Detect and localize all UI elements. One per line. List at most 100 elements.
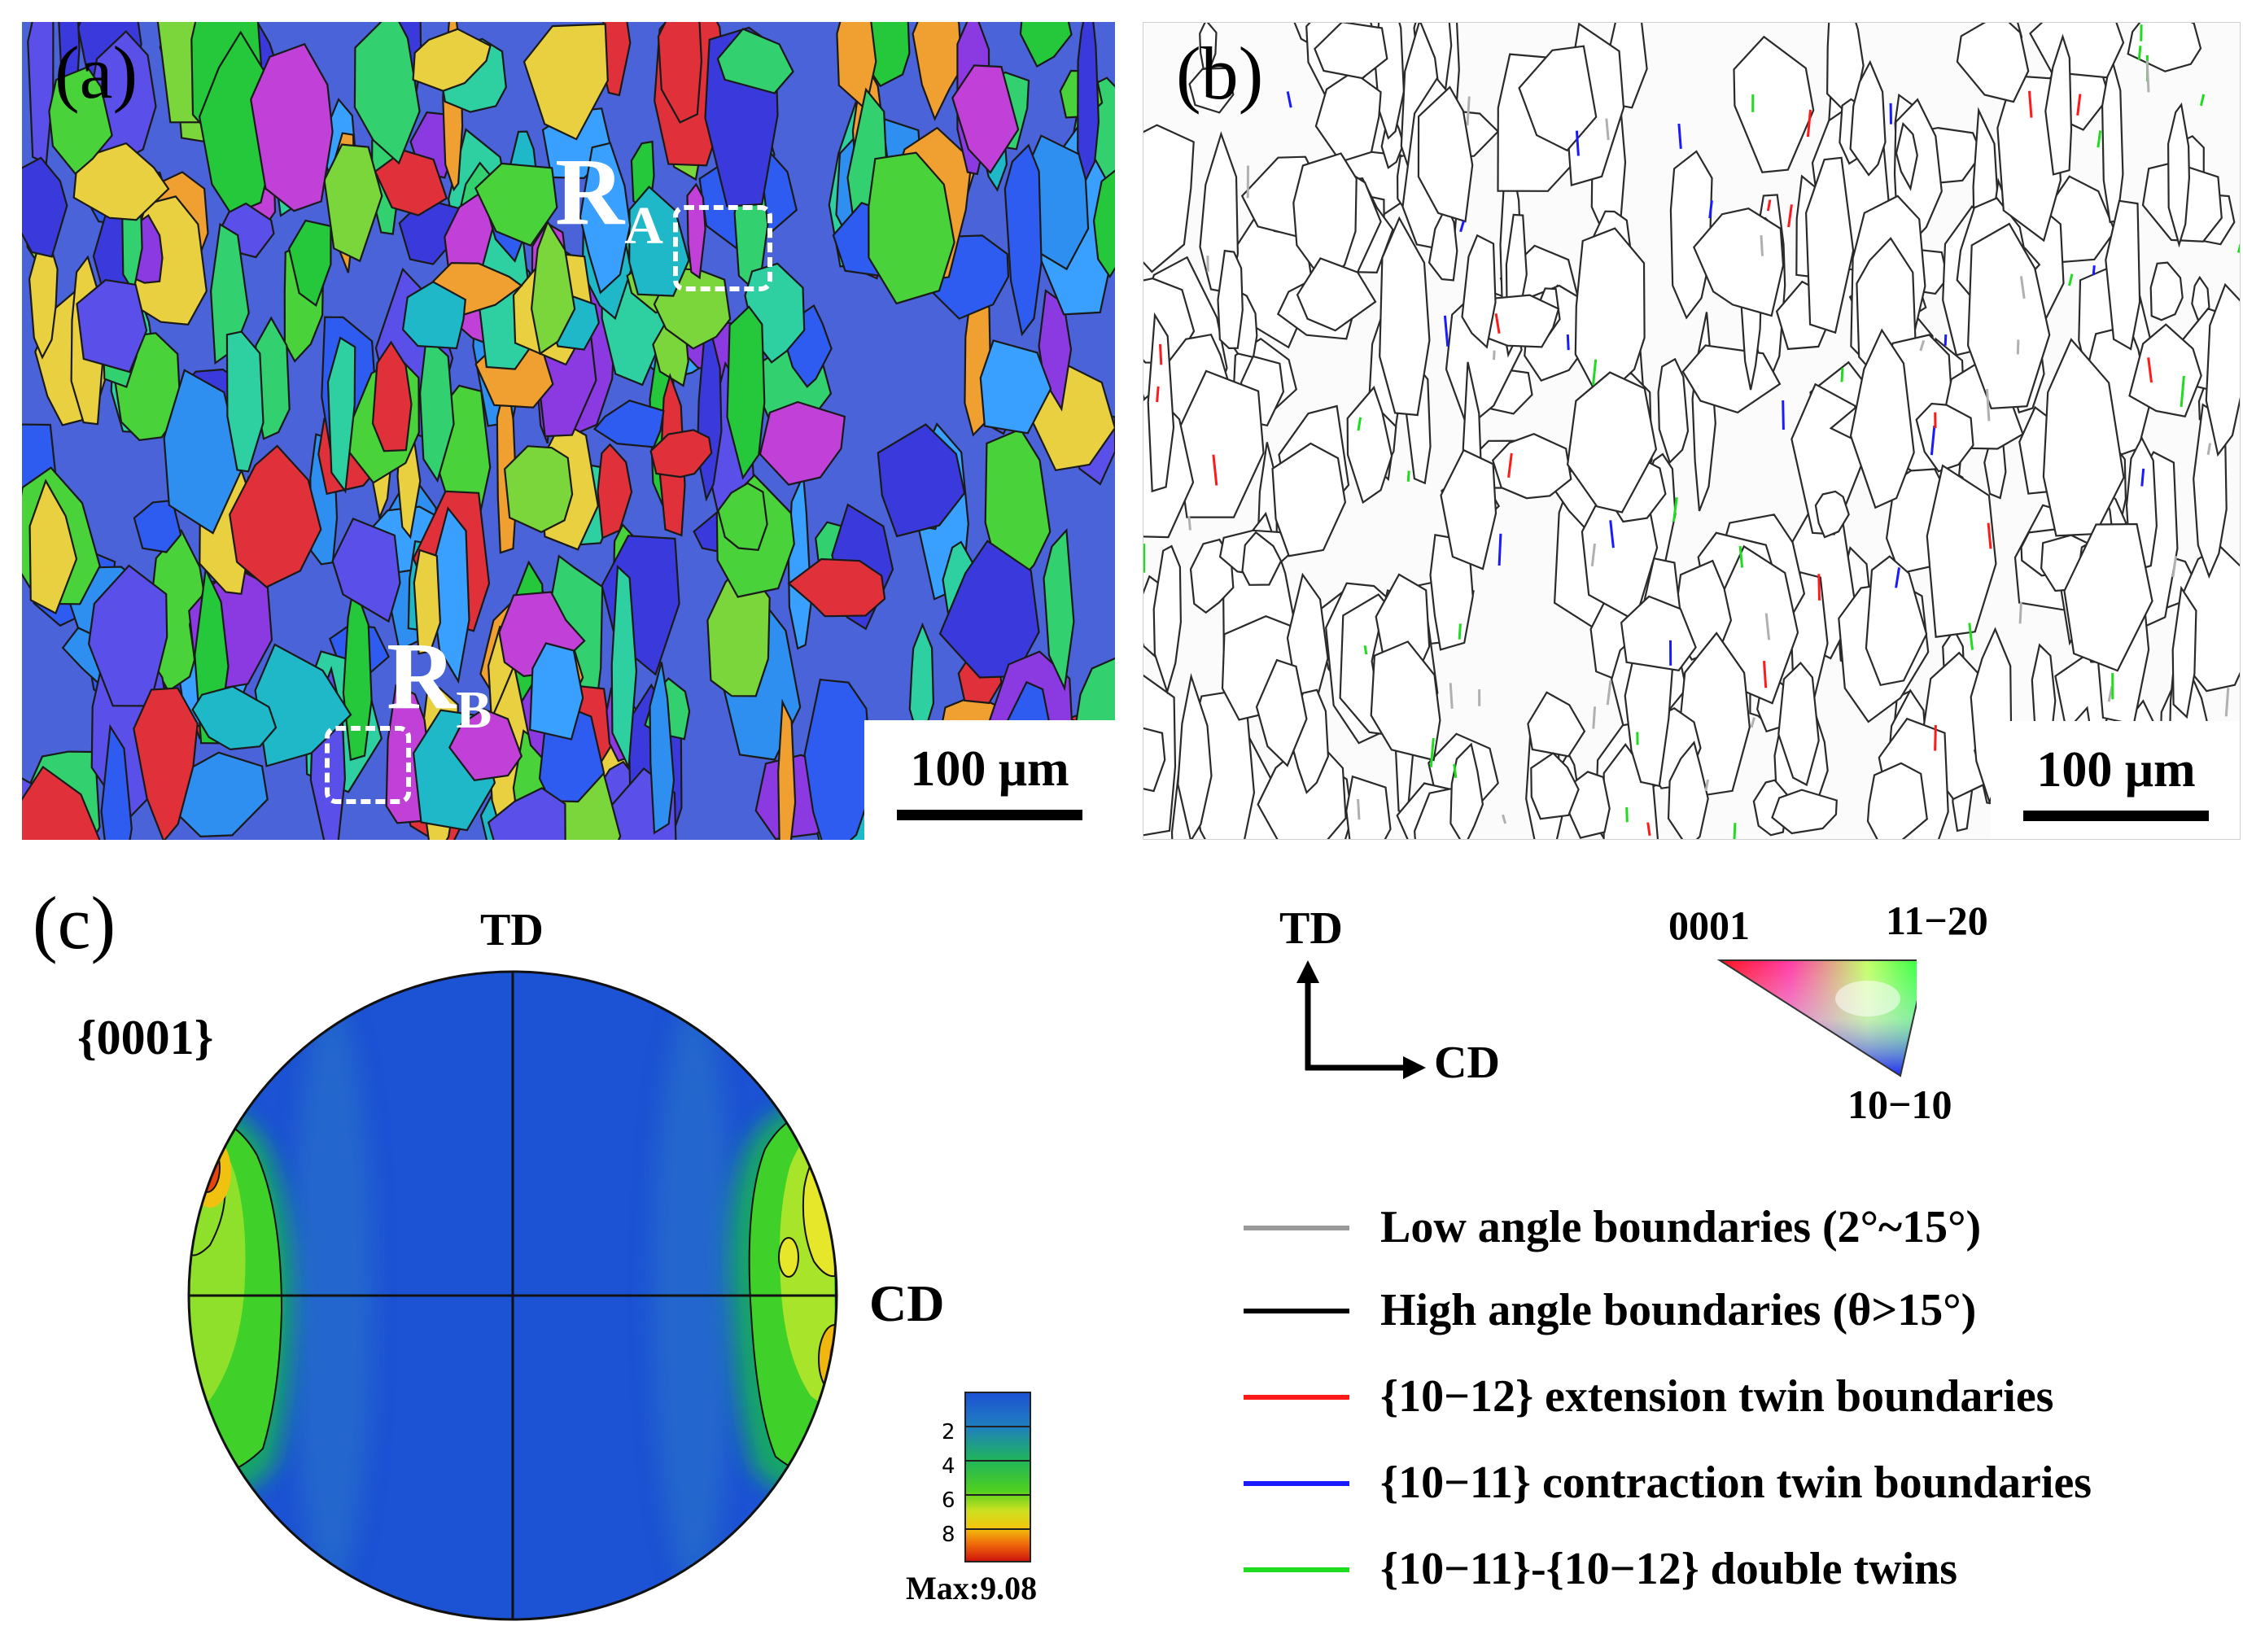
legend-item-double-twins: {10−11}-{10−12} double twins [1244,1545,2204,1593]
scale-line-b [2023,811,2209,821]
colorbar [964,1392,1031,1562]
grain [598,444,632,538]
twin-boundary-segment [1734,823,1735,839]
grain [2102,56,2123,222]
twin-boundary-segment [1935,725,1936,750]
twin-boundary-segment [1454,764,1456,778]
grain [530,643,583,739]
twin-boundary-segment [2142,469,2144,487]
grain [1021,22,1072,67]
pole-figure-cd-label: CD [869,1278,944,1330]
colorbar-tick-4: 4 [942,1456,955,1477]
twin-boundary-segment [1761,235,1763,256]
grain [1005,146,1042,334]
region-b-label: RB [387,628,492,737]
grain [2031,23,2124,77]
legend-label: {10−12} extension twin boundaries [1380,1372,2053,1421]
legend-item-high-angle: High angle boundaries (θ>15°) [1244,1286,2204,1335]
twin-boundary-segment [1503,815,1506,824]
twin-boundary-segment [2070,274,2073,286]
grain [1078,22,1099,180]
ipf-key-0001: 0001 [1668,905,1750,946]
panel-b-label: (b) [1176,36,1263,111]
twin-boundary-segment [2093,265,2094,275]
legend-label: High angle boundaries (θ>15°) [1380,1286,1976,1335]
twin-boundary-segment [2201,94,2203,106]
ipf-key-10-10: 10−10 [1847,1084,1952,1125]
legend-swatch [1244,1309,1349,1313]
grain [789,475,811,649]
scale-line-a [897,810,1082,820]
grain [1143,125,1194,272]
ipf-orientation-map: (a) RA RB 100 μm [22,22,1115,840]
grain [760,402,845,485]
twin-boundary-segment [2139,46,2140,59]
legend-item-low-angle: Low angle boundaries (2°~15°) [1244,1203,2204,1252]
twin-boundary-segment [1461,221,1464,231]
twin-boundary-segment [1842,368,1843,382]
legend-swatch [1244,1567,1349,1572]
axes-key-cd: CD [1434,1040,1500,1086]
twin-boundary-segment [1819,574,1820,601]
twin-boundary-segment [1189,516,1191,530]
twin-boundary-segment [1945,334,1946,346]
grain [595,400,664,447]
grain [28,22,53,164]
twin-boundary-segment [2020,602,2021,623]
grain [1346,776,1390,840]
grain [1154,546,1181,692]
twin-boundary-segment [1679,124,1681,149]
twin-boundary-segment [1408,471,1409,482]
twin-boundary-segment [1288,91,1291,107]
grain [1957,23,2028,102]
twin-boundary-segment [2147,60,2149,92]
twin-boundary-segment [1445,316,1447,347]
legend-label: Low angle boundaries (2°~15°) [1380,1203,1981,1252]
legend-swatch [1244,1395,1349,1400]
twin-boundary-segment [1751,718,1754,728]
grain [1379,218,1429,415]
grain [805,680,873,840]
twin-boundary-segment [1789,204,1792,227]
pole-figure [153,936,869,1652]
twin-boundary-segment [1594,706,1595,728]
twin-boundary-segment [1450,683,1452,709]
twin-boundary-segment [1783,400,1784,430]
colorbar-tick-6: 6 [942,1490,955,1511]
scale-bar-a: 100 μm [864,720,1115,840]
ipf-key-11-20: 11−20 [1886,900,1988,941]
twin-boundary-segment [1494,351,1495,361]
boundary-map: (b) 100 μm [1143,22,2241,840]
axes-key-arrows [1286,960,1449,1099]
legend-label: {10−11} contraction twin boundaries [1380,1458,2092,1507]
legend-swatch [1244,1226,1349,1230]
grain [325,145,383,261]
grain [1927,465,1996,637]
twin-boundary-segment [1459,623,1460,639]
grain [22,158,67,257]
scale-label-a: 100 μm [864,741,1115,798]
scale-label-b: 100 μm [1991,741,2241,799]
twin-boundary-segment [1567,334,1568,350]
grain [1693,312,1716,511]
region-a-box [673,205,772,291]
panel-c-label: (c) [33,885,116,960]
twin-boundary-segment [1499,534,1501,566]
grain [1734,37,1814,173]
twin-boundary-segment [1358,799,1359,819]
twin-boundary-segment [1627,807,1628,822]
grain [1659,359,1688,462]
legend-swatch [1244,1481,1349,1486]
grain [1528,693,1585,757]
twin-boundary-segment [2238,244,2241,252]
grain [2128,23,2201,72]
twin-boundary-segment [1607,680,1611,705]
legend-item-contraction-twin: {10−11} contraction twin boundaries [1244,1458,2204,1507]
legend-label: {10−11}-{10−12} double twins [1380,1545,1957,1593]
ipf-color-triangle [1713,954,1917,1084]
legend-item-extension-twin: {10−12} extension twin boundaries [1244,1372,2204,1421]
boundary-map-graphic [1143,23,2241,840]
twin-boundary-segment [1365,645,1366,654]
region-b-box [325,726,411,804]
twin-boundary-segment [2098,130,2101,147]
